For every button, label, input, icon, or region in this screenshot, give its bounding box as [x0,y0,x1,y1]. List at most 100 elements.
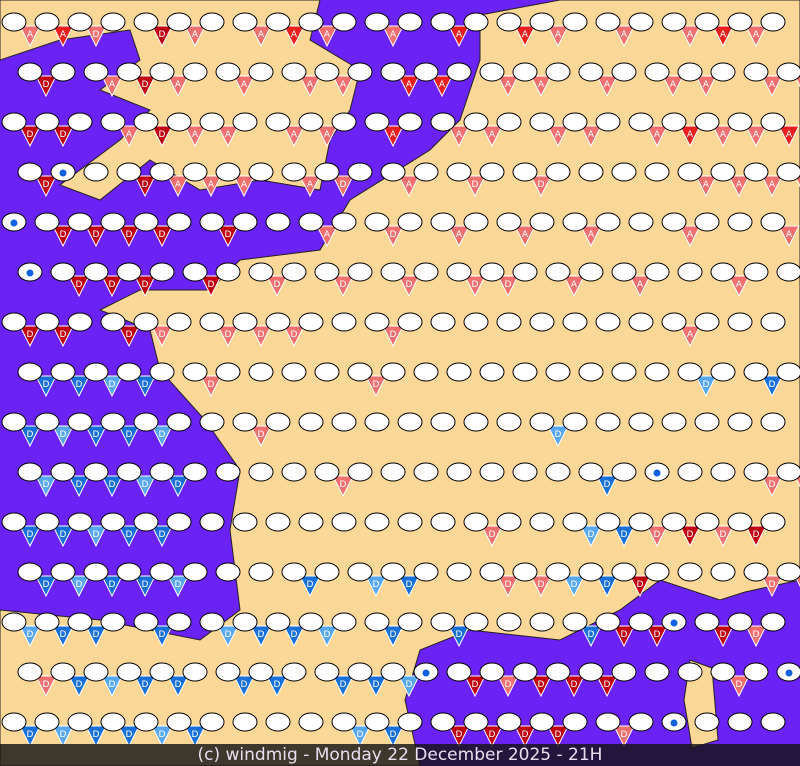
station-marker[interactable] [545,62,571,82]
station-marker[interactable] [677,262,703,282]
station-marker[interactable] [694,412,720,432]
station-marker[interactable] [760,712,786,732]
station-marker[interactable] [595,412,621,432]
station-marker[interactable] [166,412,192,432]
station-marker[interactable]: D [463,512,503,548]
station-marker[interactable] [545,362,571,382]
station-marker[interactable] [215,462,241,482]
station-marker[interactable] [661,712,687,732]
station-marker[interactable]: D [50,462,90,498]
station-marker[interactable]: D [430,612,470,648]
station-marker[interactable] [182,62,208,82]
station-marker[interactable] [182,462,208,482]
station-marker[interactable] [347,162,373,182]
station-marker[interactable]: D [83,662,123,698]
station-marker[interactable] [397,112,423,132]
station-marker[interactable]: D [628,512,668,548]
station-marker[interactable]: A [149,62,189,98]
station-marker[interactable] [760,612,786,632]
station-marker[interactable] [265,512,291,532]
station-marker[interactable] [743,262,769,282]
station-marker[interactable]: D [232,612,272,648]
station-marker[interactable] [413,162,439,182]
station-marker[interactable] [397,212,423,232]
station-marker[interactable]: D [776,462,800,496]
station-marker[interactable] [397,612,423,632]
station-marker[interactable]: D [479,662,519,698]
station-marker[interactable]: A [314,62,354,98]
station-marker[interactable] [298,412,324,432]
station-marker[interactable]: D [446,162,486,198]
station-marker[interactable] [529,312,555,332]
station-marker[interactable] [644,562,670,582]
station-marker[interactable]: D [562,612,602,648]
station-marker[interactable] [397,412,423,432]
station-marker[interactable] [512,362,538,382]
station-marker[interactable]: D [694,512,734,548]
station-marker[interactable] [496,612,522,632]
station-marker[interactable] [430,512,456,532]
station-marker[interactable] [595,212,621,232]
station-marker[interactable]: A [149,162,189,198]
station-marker[interactable]: D [364,712,404,748]
station-marker[interactable] [248,562,274,582]
station-marker[interactable]: D [611,562,651,598]
station-marker[interactable]: D [364,212,404,248]
station-marker[interactable]: A [182,162,222,198]
station-marker[interactable]: D [232,412,272,448]
station-marker[interactable]: A [380,62,420,98]
station-marker[interactable] [496,512,522,532]
station-marker[interactable]: D [133,412,173,448]
station-marker[interactable] [611,462,637,482]
station-marker[interactable]: D [562,512,602,548]
station-marker[interactable]: D [100,412,140,448]
station-marker[interactable] [314,362,340,382]
station-marker[interactable] [496,312,522,332]
station-marker[interactable] [265,712,291,732]
station-marker[interactable]: D [116,662,156,698]
station-marker[interactable] [776,662,800,682]
station-marker[interactable]: A [710,262,750,298]
station-marker[interactable]: D [34,712,74,748]
station-marker[interactable]: D [265,612,305,648]
station-marker[interactable]: A [727,12,767,48]
station-marker[interactable]: D [347,662,387,698]
station-marker[interactable]: A [413,62,453,98]
station-marker[interactable]: D [463,712,503,748]
station-marker[interactable]: D [100,512,140,548]
station-marker[interactable]: D [133,512,173,548]
station-marker[interactable]: D [512,662,552,698]
station-marker[interactable]: D [182,262,222,298]
station-marker[interactable] [232,112,258,132]
station-marker[interactable]: D [17,62,57,98]
station-marker[interactable]: D [67,612,107,648]
station-marker[interactable]: A [430,212,470,248]
station-marker[interactable]: D [743,562,783,598]
station-marker[interactable]: A [298,212,338,248]
station-marker[interactable] [512,262,538,282]
station-marker[interactable] [479,362,505,382]
station-marker[interactable] [446,362,472,382]
station-marker[interactable] [248,362,274,382]
station-marker[interactable]: D [380,562,420,598]
station-marker[interactable]: D [727,612,767,648]
station-marker[interactable] [628,212,654,232]
station-marker[interactable] [677,662,703,682]
station-marker[interactable] [215,562,241,582]
station-marker[interactable]: A [562,212,602,248]
station-marker[interactable] [149,262,175,282]
station-marker[interactable] [281,662,307,682]
station-marker[interactable]: D [430,712,470,748]
station-marker[interactable]: A [479,62,519,98]
station-marker[interactable] [199,412,225,432]
station-marker[interactable] [628,712,654,732]
station-marker[interactable] [331,112,357,132]
station-marker[interactable] [397,512,423,532]
station-marker[interactable]: D [67,412,107,448]
station-marker[interactable]: D [578,662,618,698]
station-marker[interactable]: D [199,212,239,248]
station-marker[interactable]: D [50,262,90,298]
station-marker[interactable]: D [17,662,57,698]
station-marker[interactable]: A [661,12,701,48]
station-marker[interactable]: D [116,262,156,298]
